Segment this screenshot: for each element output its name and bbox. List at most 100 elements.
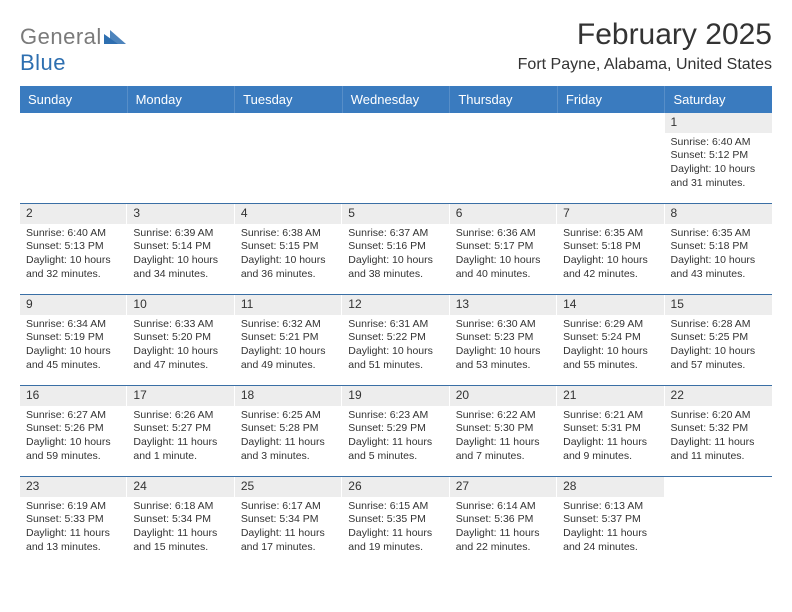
sunrise-text: Sunrise: 6:35 AM — [671, 227, 766, 241]
logo-mark-icon — [104, 24, 130, 49]
day-number: 2 — [20, 204, 127, 224]
sunset-text: Sunset: 5:36 PM — [456, 513, 551, 527]
calendar-cell: . — [235, 113, 342, 203]
daylight-text: Daylight: 10 hours and 47 minutes. — [133, 345, 228, 372]
daylight-text: Daylight: 10 hours and 36 minutes. — [241, 254, 336, 281]
sunset-text: Sunset: 5:33 PM — [26, 513, 121, 527]
calendar-cell: 28Sunrise: 6:13 AMSunset: 5:37 PMDayligh… — [557, 477, 664, 567]
sunset-text: Sunset: 5:23 PM — [456, 331, 551, 345]
sunset-text: Sunset: 5:27 PM — [133, 422, 228, 436]
sunset-text: Sunset: 5:12 PM — [671, 149, 766, 163]
daylight-text: Daylight: 11 hours and 5 minutes. — [348, 436, 443, 463]
daylight-text: Daylight: 10 hours and 43 minutes. — [671, 254, 766, 281]
cell-body: Sunrise: 6:39 AMSunset: 5:14 PMDaylight:… — [127, 224, 234, 288]
daylight-text: Daylight: 11 hours and 24 minutes. — [563, 527, 658, 554]
daylight-text: Daylight: 11 hours and 13 minutes. — [26, 527, 121, 554]
sunrise-text: Sunrise: 6:34 AM — [26, 318, 121, 332]
day-number: 8 — [665, 204, 772, 224]
cell-body: Sunrise: 6:35 AMSunset: 5:18 PMDaylight:… — [665, 224, 772, 288]
day-number: 16 — [20, 386, 127, 406]
sunset-text: Sunset: 5:13 PM — [26, 240, 121, 254]
daylight-text: Daylight: 10 hours and 59 minutes. — [26, 436, 121, 463]
sunrise-text: Sunrise: 6:33 AM — [133, 318, 228, 332]
sunrise-text: Sunrise: 6:15 AM — [348, 500, 443, 514]
calendar-page: General Blue February 2025 Fort Payne, A… — [0, 0, 792, 585]
cell-body: Sunrise: 6:26 AMSunset: 5:27 PMDaylight:… — [127, 406, 234, 470]
calendar-cell: 4Sunrise: 6:38 AMSunset: 5:15 PMDaylight… — [235, 204, 342, 294]
sunrise-text: Sunrise: 6:13 AM — [563, 500, 658, 514]
daylight-text: Daylight: 11 hours and 15 minutes. — [133, 527, 228, 554]
daylight-text: Daylight: 10 hours and 45 minutes. — [26, 345, 121, 372]
calendar-cell: . — [665, 477, 772, 567]
sunset-text: Sunset: 5:32 PM — [671, 422, 766, 436]
daylight-text: Daylight: 11 hours and 9 minutes. — [563, 436, 658, 463]
day-number: 21 — [557, 386, 664, 406]
sunrise-text: Sunrise: 6:19 AM — [26, 500, 121, 514]
day-number: 12 — [342, 295, 449, 315]
day-number: 23 — [20, 477, 127, 497]
sunset-text: Sunset: 5:20 PM — [133, 331, 228, 345]
daylight-text: Daylight: 10 hours and 38 minutes. — [348, 254, 443, 281]
cell-body: Sunrise: 6:21 AMSunset: 5:31 PMDaylight:… — [557, 406, 664, 470]
title-block: February 2025 Fort Payne, Alabama, Unite… — [518, 18, 772, 74]
calendar-cell: 24Sunrise: 6:18 AMSunset: 5:34 PMDayligh… — [127, 477, 234, 567]
sunrise-text: Sunrise: 6:28 AM — [671, 318, 766, 332]
day-header: Wednesday — [343, 86, 451, 113]
calendar-cell: . — [20, 113, 127, 203]
daylight-text: Daylight: 10 hours and 31 minutes. — [671, 163, 766, 190]
day-header: Saturday — [665, 86, 772, 113]
calendar-cell: 23 Sunrise: 6:19 AMSunset: 5:33 PMDayligh… — [20, 477, 127, 567]
cell-body: Sunrise: 6:30 AMSunset: 5:23 PMDaylight:… — [450, 315, 557, 379]
header: General Blue February 2025 Fort Payne, A… — [20, 18, 772, 76]
day-number: 25 — [235, 477, 342, 497]
cell-body: Sunrise: 6:20 AMSunset: 5:32 PMDaylight:… — [665, 406, 772, 470]
sunset-text: Sunset: 5:31 PM — [563, 422, 658, 436]
daylight-text: Daylight: 11 hours and 7 minutes. — [456, 436, 551, 463]
week-row: 16Sunrise: 6:27 AMSunset: 5:26 PMDayligh… — [20, 385, 772, 476]
day-header: Friday — [558, 86, 666, 113]
logo-text: General Blue — [20, 24, 130, 76]
daylight-text: Daylight: 11 hours and 1 minute. — [133, 436, 228, 463]
calendar-cell: 17Sunrise: 6:26 AMSunset: 5:27 PMDayligh… — [127, 386, 234, 476]
day-header: Thursday — [450, 86, 558, 113]
calendar-cell: 12Sunrise: 6:31 AMSunset: 5:22 PMDayligh… — [342, 295, 449, 385]
day-header: Tuesday — [235, 86, 343, 113]
calendar-cell: . — [450, 113, 557, 203]
cell-body: Sunrise: 6:33 AMSunset: 5:20 PMDaylight:… — [127, 315, 234, 379]
sunset-text: Sunset: 5:22 PM — [348, 331, 443, 345]
sunrise-text: Sunrise: 6:18 AM — [133, 500, 228, 514]
cell-body: Sunrise: 6:34 AMSunset: 5:19 PMDaylight:… — [20, 315, 127, 379]
day-number: 15 — [665, 295, 772, 315]
calendar-cell: 3Sunrise: 6:39 AMSunset: 5:14 PMDaylight… — [127, 204, 234, 294]
sunrise-text: Sunrise: 6:36 AM — [456, 227, 551, 241]
calendar-cell: 16Sunrise: 6:27 AMSunset: 5:26 PMDayligh… — [20, 386, 127, 476]
day-number: 27 — [450, 477, 557, 497]
calendar-body: ......1Sunrise: 6:40 AMSunset: 5:12 PMDa… — [20, 113, 772, 567]
day-header: Sunday — [20, 86, 128, 113]
cell-body: Sunrise: 6:23 AMSunset: 5:29 PMDaylight:… — [342, 406, 449, 470]
sunset-text: Sunset: 5:16 PM — [348, 240, 443, 254]
day-number: 20 — [450, 386, 557, 406]
sunset-text: Sunset: 5:21 PM — [241, 331, 336, 345]
sunrise-text: Sunrise: 6:40 AM — [26, 227, 121, 241]
calendar-cell: . — [342, 113, 449, 203]
sunset-text: Sunset: 5:28 PM — [241, 422, 336, 436]
day-number: 9 — [20, 295, 127, 315]
cell-body: Sunrise: 6:29 AMSunset: 5:24 PMDaylight:… — [557, 315, 664, 379]
day-number: 1 — [665, 113, 772, 133]
location-text: Fort Payne, Alabama, United States — [518, 56, 772, 74]
calendar-cell: . — [127, 113, 234, 203]
day-number: 11 — [235, 295, 342, 315]
cell-body: Sunrise: 6:13 AMSunset: 5:37 PMDaylight:… — [557, 497, 664, 561]
sunset-text: Sunset: 5:35 PM — [348, 513, 443, 527]
calendar-cell: 5Sunrise: 6:37 AMSunset: 5:16 PMDaylight… — [342, 204, 449, 294]
sunrise-text: Sunrise: 6:40 AM — [671, 136, 766, 150]
sunrise-text: Sunrise: 6:22 AM — [456, 409, 551, 423]
day-number: 14 — [557, 295, 664, 315]
sunrise-text: Sunrise: 6:27 AM — [26, 409, 121, 423]
sunset-text: Sunset: 5:34 PM — [133, 513, 228, 527]
daylight-text: Daylight: 11 hours and 22 minutes. — [456, 527, 551, 554]
daylight-text: Daylight: 10 hours and 49 minutes. — [241, 345, 336, 372]
daylight-text: Daylight: 11 hours and 3 minutes. — [241, 436, 336, 463]
sunrise-text: Sunrise: 6:31 AM — [348, 318, 443, 332]
